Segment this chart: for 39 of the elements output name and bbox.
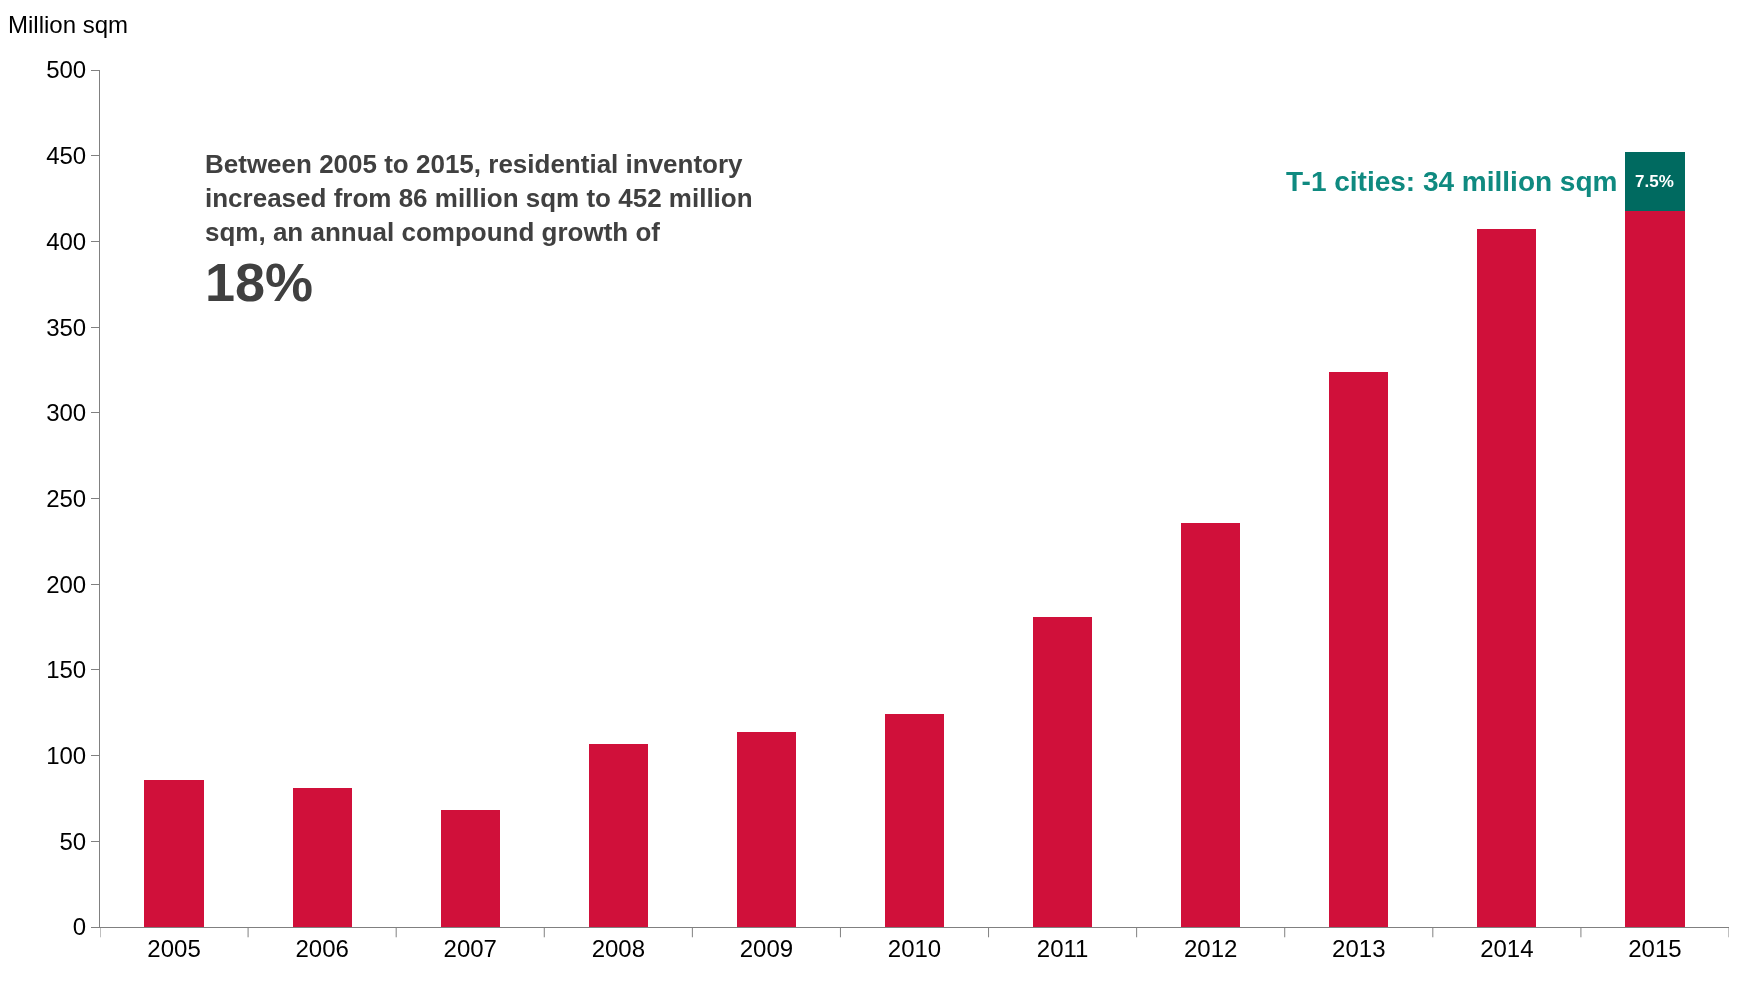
x-tick-label: 2010 [887, 934, 942, 962]
x-tick-label: 2014 [1480, 934, 1534, 962]
y-tick-label: 400 [46, 227, 87, 255]
bar [1477, 229, 1537, 927]
x-tick-label: 2013 [1332, 934, 1386, 962]
bar [440, 810, 500, 927]
y-tick-label: 0 [72, 913, 87, 941]
x-tick-label: 2008 [591, 934, 646, 962]
y-tick-label: 500 [46, 56, 87, 84]
bar [1625, 152, 1685, 211]
y-tick-label: 450 [46, 142, 87, 170]
bar [292, 788, 352, 927]
bar [588, 743, 648, 927]
x-tick-label: 2011 [1036, 934, 1089, 962]
annotation: T-1 cities: 34 million sqm [1286, 166, 1618, 197]
x-tick-label: 2009 [739, 934, 794, 962]
x-tick-label: 2005 [147, 934, 201, 962]
annotation: Between 2005 to 2015, residential inventory increased from 86 million sqm to 452 million sqm, an annual compound growth of [205, 149, 753, 247]
x-tick-label: 2006 [295, 934, 349, 962]
x-tick-label: 2012 [1183, 934, 1238, 962]
y-tick-label: 200 [46, 570, 87, 598]
bar [1181, 522, 1241, 927]
y-tick-label: 350 [46, 313, 87, 341]
y-tick-label: 250 [46, 484, 87, 512]
annotation: 18% [205, 252, 314, 312]
y-axis-title: Million sqm [8, 11, 129, 38]
y-tick-label: 300 [46, 399, 87, 427]
bar [1625, 210, 1685, 927]
bar [1329, 371, 1389, 927]
x-tick-label: 2007 [443, 934, 497, 962]
bar [884, 714, 945, 927]
bar [736, 731, 797, 927]
bar [144, 779, 204, 927]
x-tick-label: 2015 [1628, 934, 1682, 962]
bar [1032, 616, 1093, 927]
y-tick-label: 50 [59, 827, 87, 855]
annotation: 7.5% [1635, 172, 1674, 191]
y-tick-label: 100 [46, 742, 87, 769]
y-tick-label: 150 [46, 656, 87, 684]
